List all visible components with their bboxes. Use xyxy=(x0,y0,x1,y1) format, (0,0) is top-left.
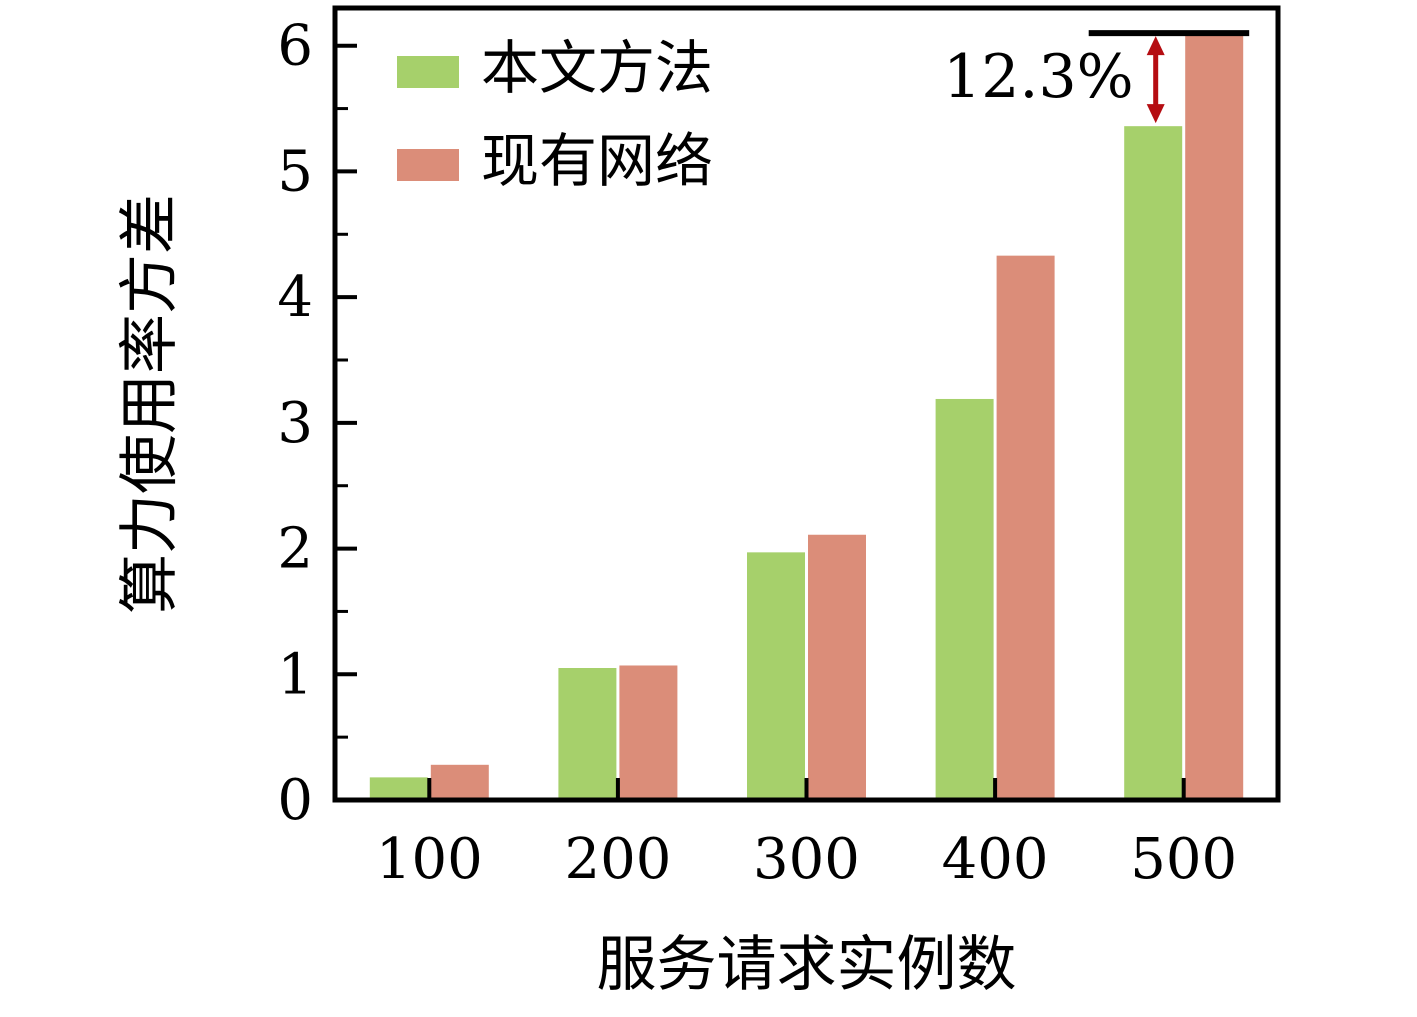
bar-group xyxy=(1124,33,1244,800)
y-tick-label: 5 xyxy=(277,139,313,204)
legend-swatch xyxy=(397,56,459,88)
annotation-label: 12.3% xyxy=(943,42,1134,112)
y-tick-label: 0 xyxy=(277,768,313,833)
annotation-layer: 12.3% xyxy=(943,30,1250,124)
bar-series-0 xyxy=(369,777,428,800)
bar-series-1 xyxy=(430,764,489,800)
x-tick-label: 100 xyxy=(376,827,483,892)
y-tick-label: 3 xyxy=(277,391,313,456)
x-tick-label: 500 xyxy=(1130,827,1237,892)
bar-group xyxy=(558,665,678,800)
bar-series-0 xyxy=(1124,126,1183,800)
bar-series-0 xyxy=(747,552,805,800)
bar-group xyxy=(935,255,1055,800)
x-tick-label: 300 xyxy=(753,827,860,892)
legend-label: 本文方法 xyxy=(481,34,713,102)
bar-series-1 xyxy=(808,534,866,800)
x-axis-title: 服务请求实例数 xyxy=(597,930,1017,1000)
y-tick-label: 6 xyxy=(277,14,313,79)
x-tick-label: 400 xyxy=(942,827,1049,892)
bar-series-1 xyxy=(996,255,1055,800)
bar-series-1 xyxy=(1185,33,1244,800)
bar-series-1 xyxy=(619,665,678,800)
y-axis-title: 算力使用率方差 xyxy=(115,194,185,614)
axes-layer xyxy=(332,5,1281,803)
bar-group xyxy=(369,764,489,800)
annotation-arrowhead-up xyxy=(1146,36,1165,56)
legend-swatch xyxy=(397,149,459,181)
bar-series-0 xyxy=(935,398,994,800)
y-tick-label: 1 xyxy=(277,642,313,707)
y-tick-label: 4 xyxy=(277,265,313,330)
bars-layer xyxy=(369,33,1244,800)
bar-series-0 xyxy=(558,668,617,800)
y-tick-label: 2 xyxy=(277,517,313,582)
x-tick-label: 200 xyxy=(564,827,671,892)
annotation-arrowhead-down xyxy=(1146,104,1165,124)
tick-labels-layer: 0 1 2 3 4 5 6 100 200 300 400 500 xyxy=(277,14,1237,892)
axis-titles-layer: 服务请求实例数 算力使用率方差 xyxy=(115,194,1017,1000)
bar-group xyxy=(747,534,866,800)
legend-label: 现有网络 xyxy=(481,127,713,195)
